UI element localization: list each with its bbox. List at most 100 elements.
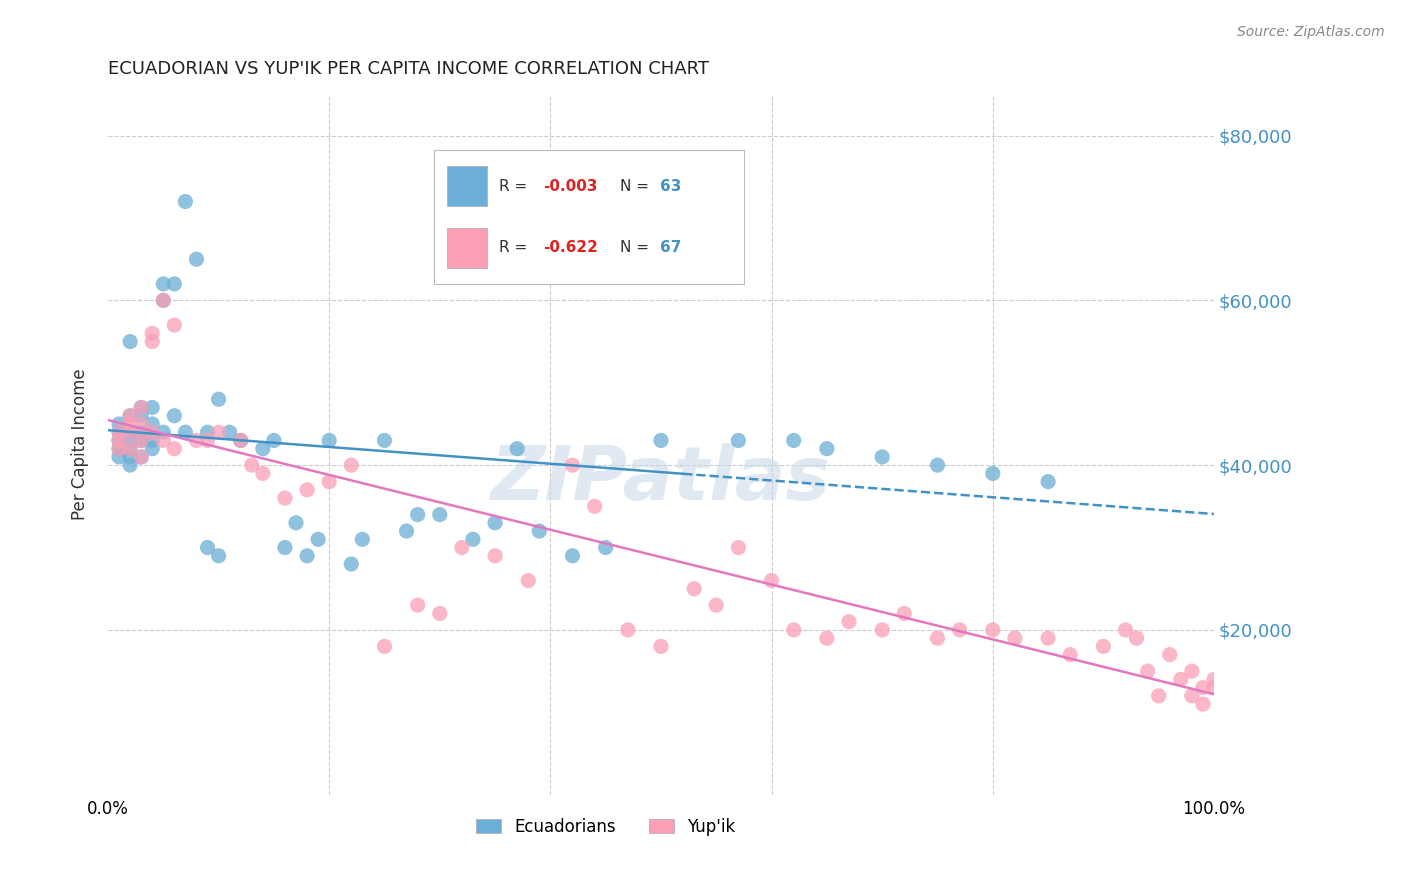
Point (163, 318, 186, 332)
Point (108, 434, 131, 448)
Point (120, 425, 142, 440)
Point (981, 623, 1004, 637)
Point (129, 434, 152, 448)
Point (318, 434, 340, 448)
Point (129, 409, 152, 423)
Y-axis label: Per Capita Income: Per Capita Income (72, 368, 89, 520)
Point (1036, 631, 1059, 645)
Point (152, 293, 174, 308)
Point (561, 458, 583, 472)
Point (927, 631, 949, 645)
Point (108, 434, 131, 448)
Point (240, 458, 263, 472)
Point (141, 425, 163, 440)
Point (1181, 664, 1204, 678)
Point (583, 500, 606, 514)
Point (229, 434, 252, 448)
Point (893, 607, 915, 621)
Point (704, 598, 727, 612)
Point (229, 434, 252, 448)
Point (484, 516, 506, 530)
Point (1036, 475, 1059, 489)
Point (263, 434, 285, 448)
Point (650, 434, 672, 448)
Point (1114, 623, 1136, 637)
Point (252, 467, 274, 481)
Point (1059, 648, 1081, 662)
Point (152, 425, 174, 440)
Point (561, 549, 583, 563)
Point (197, 434, 219, 448)
Point (141, 442, 163, 456)
Point (197, 541, 219, 555)
Point (595, 541, 617, 555)
Point (129, 401, 152, 415)
Point (120, 334, 142, 349)
Point (108, 417, 131, 431)
Point (163, 277, 186, 291)
Point (1202, 681, 1225, 695)
Point (1004, 631, 1026, 645)
Point (650, 640, 672, 654)
Point (683, 582, 706, 596)
Point (141, 401, 163, 415)
Point (395, 524, 418, 538)
Point (141, 326, 163, 341)
Point (108, 450, 131, 464)
Point (274, 541, 297, 555)
Point (406, 598, 429, 612)
Point (406, 508, 429, 522)
Point (108, 442, 131, 456)
Point (120, 425, 142, 440)
Point (120, 442, 142, 456)
Point (120, 442, 142, 456)
Point (1170, 673, 1192, 687)
Point (129, 450, 152, 464)
Point (207, 425, 229, 440)
Text: ECUADORIAN VS YUP'IK PER CAPITA INCOME CORRELATION CHART: ECUADORIAN VS YUP'IK PER CAPITA INCOME C… (108, 60, 709, 78)
Point (274, 491, 297, 505)
Point (352, 533, 374, 547)
Point (1147, 689, 1170, 703)
Point (108, 425, 131, 440)
Point (252, 442, 274, 456)
Point (120, 409, 142, 423)
Point (318, 475, 340, 489)
Point (120, 450, 142, 464)
Point (981, 467, 1004, 481)
Point (451, 541, 474, 555)
Point (727, 541, 749, 555)
Point (108, 425, 131, 440)
Point (373, 434, 395, 448)
Point (186, 434, 208, 448)
Point (517, 574, 540, 588)
Point (1092, 640, 1115, 654)
Point (218, 425, 240, 440)
Point (761, 574, 783, 588)
Point (1125, 631, 1147, 645)
Point (1136, 664, 1159, 678)
Point (120, 409, 142, 423)
Point (108, 442, 131, 456)
Point (617, 623, 640, 637)
Point (295, 549, 318, 563)
Point (461, 533, 484, 547)
Point (120, 434, 142, 448)
Point (174, 194, 197, 209)
Point (152, 277, 174, 291)
Point (1159, 648, 1181, 662)
Point (152, 293, 174, 308)
Point (870, 450, 893, 464)
Point (815, 631, 838, 645)
Point (783, 623, 806, 637)
Point (340, 458, 363, 472)
Point (129, 401, 152, 415)
Point (207, 392, 229, 407)
Text: ZIPatlas: ZIPatlas (491, 443, 831, 516)
Point (783, 434, 806, 448)
Point (727, 434, 749, 448)
Point (927, 458, 949, 472)
Point (1181, 689, 1204, 703)
Point (197, 425, 219, 440)
Legend: Ecuadorians, Yup'ik: Ecuadorians, Yup'ik (470, 811, 742, 842)
